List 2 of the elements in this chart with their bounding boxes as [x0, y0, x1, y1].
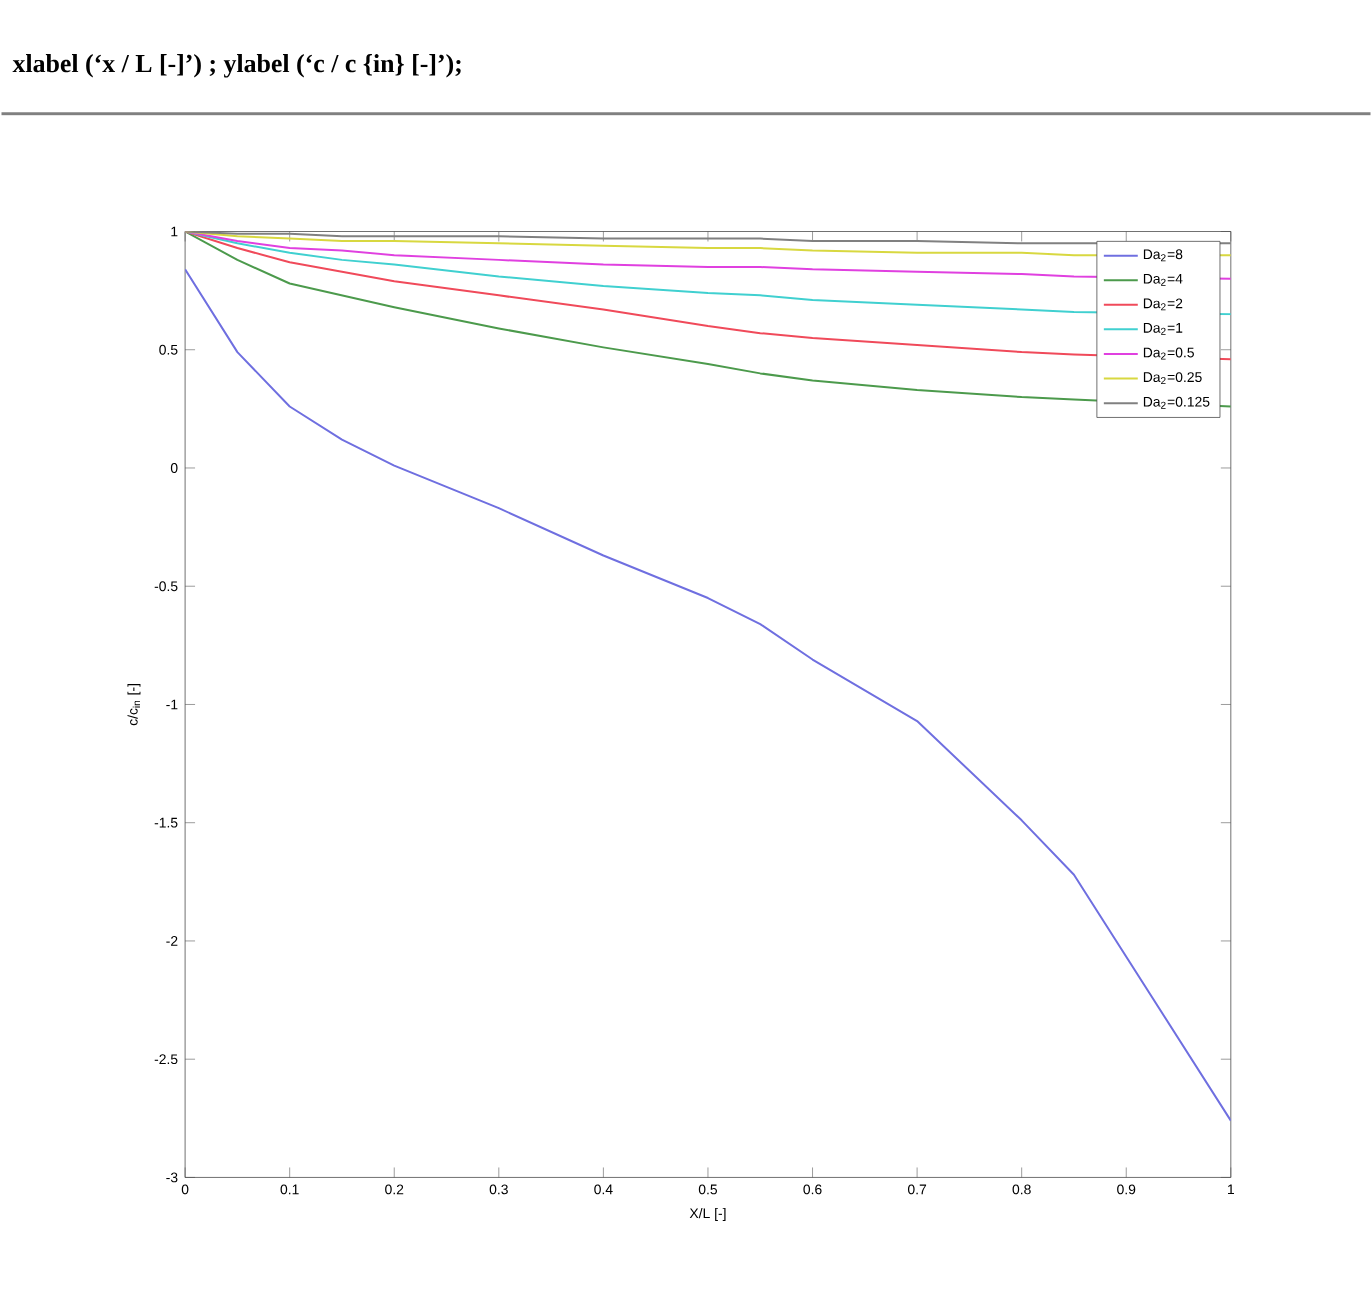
chart-title: xlabel (‘x / L [-]’) ; ylabel (‘c / c {in} [-]’);: [12, 54, 461, 79]
line-series: [185, 268, 1231, 1123]
